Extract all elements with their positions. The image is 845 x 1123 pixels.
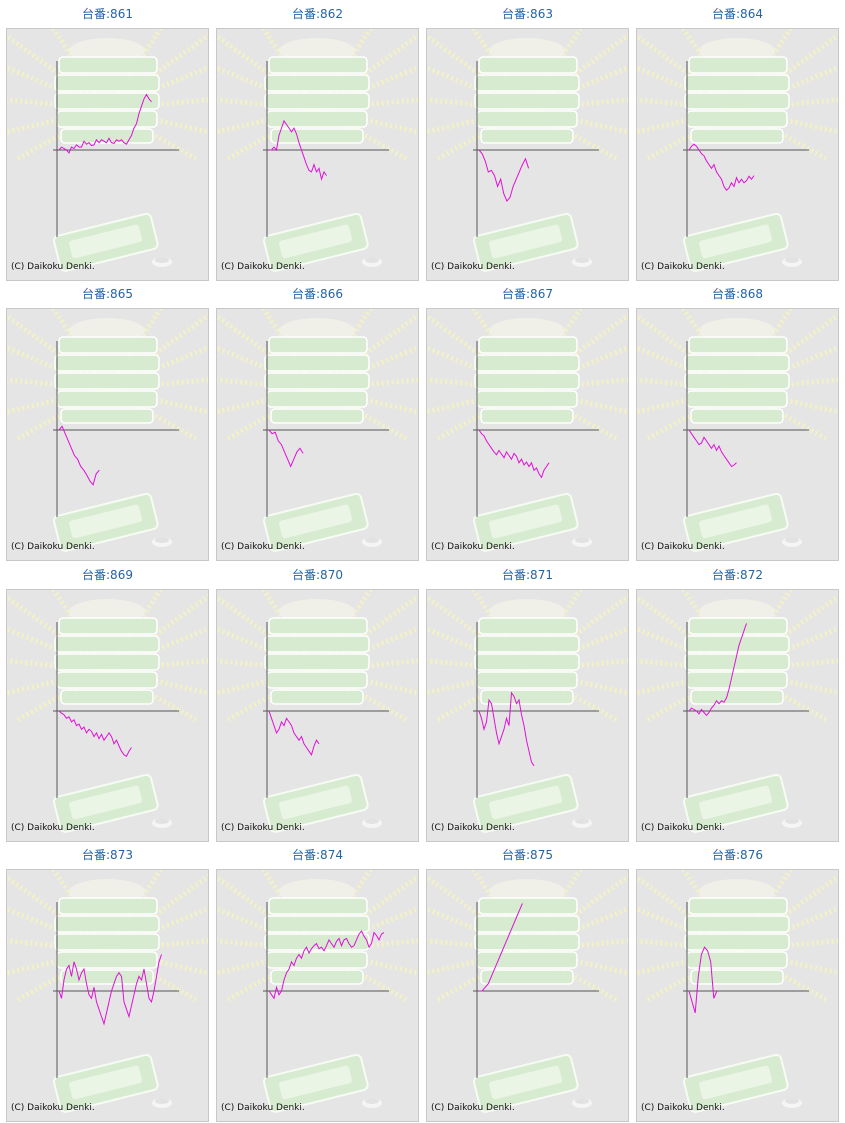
chart-panel: 台番:865 (C) Daikoku Denki. xyxy=(6,284,209,561)
series-line xyxy=(268,429,304,468)
chart-title[interactable]: 台番:868 xyxy=(712,287,763,301)
chart-title[interactable]: 台番:871 xyxy=(502,568,553,582)
series-line xyxy=(688,946,718,1014)
chart-title[interactable]: 台番:873 xyxy=(82,848,133,862)
series-line xyxy=(688,429,737,468)
series-line xyxy=(268,930,385,1000)
copyright-text: (C) Daikoku Denki. xyxy=(221,262,305,272)
copyright-text: (C) Daikoku Denki. xyxy=(11,1103,95,1113)
chart-frame: (C) Daikoku Denki. xyxy=(216,308,419,561)
chart-panel: 台番:862 (C) Daikoku Denki. xyxy=(216,4,419,281)
series-line xyxy=(269,119,327,182)
chart-svg xyxy=(7,590,208,841)
chart-svg xyxy=(7,309,208,560)
chart-panel: 台番:875 (C) Daikoku Denki. xyxy=(426,845,629,1122)
chart-frame: (C) Daikoku Denki. xyxy=(426,869,629,1122)
chart-title[interactable]: 台番:869 xyxy=(82,568,133,582)
chart-title[interactable]: 台番:875 xyxy=(502,848,553,862)
chart-panel: 台番:871 (C) Daikoku Denki. xyxy=(426,565,629,842)
chart-frame: (C) Daikoku Denki. xyxy=(216,589,419,842)
series-line xyxy=(479,903,523,992)
copyright-text: (C) Daikoku Denki. xyxy=(431,1103,515,1113)
copyright-text: (C) Daikoku Denki. xyxy=(221,1103,305,1113)
chart-panel: 台番:867 (C) Daikoku Denki. xyxy=(426,284,629,561)
chart-panel: 台番:873 (C) Daikoku Denki. xyxy=(6,845,209,1122)
chart-svg xyxy=(7,870,208,1121)
copyright-text: (C) Daikoku Denki. xyxy=(641,1103,725,1113)
series-line xyxy=(478,429,550,479)
chart-title[interactable]: 台番:867 xyxy=(502,287,553,301)
chart-frame: (C) Daikoku Denki. xyxy=(636,28,839,281)
copyright-text: (C) Daikoku Denki. xyxy=(221,542,305,552)
copyright-text: (C) Daikoku Denki. xyxy=(11,542,95,552)
copyright-text: (C) Daikoku Denki. xyxy=(11,823,95,833)
copyright-text: (C) Daikoku Denki. xyxy=(221,823,305,833)
chart-frame: (C) Daikoku Denki. xyxy=(636,869,839,1122)
series-line xyxy=(688,623,747,717)
copyright-text: (C) Daikoku Denki. xyxy=(11,262,95,272)
series-line xyxy=(688,143,755,191)
chart-frame: (C) Daikoku Denki. xyxy=(6,28,209,281)
series-line xyxy=(58,710,132,758)
series-line xyxy=(58,954,162,1026)
chart-svg xyxy=(7,29,208,280)
chart-title[interactable]: 台番:874 xyxy=(292,848,343,862)
chart-frame: (C) Daikoku Denki. xyxy=(636,308,839,561)
chart-frame: (C) Daikoku Denki. xyxy=(216,28,419,281)
chart-frame: (C) Daikoku Denki. xyxy=(426,308,629,561)
chart-title[interactable]: 台番:876 xyxy=(712,848,763,862)
series-line xyxy=(478,149,530,203)
chart-svg xyxy=(217,309,418,560)
chart-frame: (C) Daikoku Denki. xyxy=(6,308,209,561)
chart-frame: (C) Daikoku Denki. xyxy=(636,589,839,842)
series-line xyxy=(58,425,100,486)
chart-panel: 台番:868 (C) Daikoku Denki. xyxy=(636,284,839,561)
chart-panel: 台番:869 (C) Daikoku Denki. xyxy=(6,565,209,842)
chart-svg xyxy=(217,29,418,280)
chart-title[interactable]: 台番:863 xyxy=(502,7,553,21)
chart-frame: (C) Daikoku Denki. xyxy=(426,589,629,842)
chart-frame: (C) Daikoku Denki. xyxy=(216,869,419,1122)
chart-svg xyxy=(637,590,838,841)
chart-title[interactable]: 台番:866 xyxy=(292,287,343,301)
copyright-text: (C) Daikoku Denki. xyxy=(641,542,725,552)
chart-title[interactable]: 台番:861 xyxy=(82,7,133,21)
chart-panel: 台番:863 (C) Daikoku Denki. xyxy=(426,4,629,281)
chart-title[interactable]: 台番:862 xyxy=(292,7,343,21)
series-line xyxy=(478,691,535,767)
chart-svg xyxy=(637,309,838,560)
copyright-text: (C) Daikoku Denki. xyxy=(431,823,515,833)
chart-frame: (C) Daikoku Denki. xyxy=(6,869,209,1122)
chart-panel: 台番:864 (C) Daikoku Denki. xyxy=(636,4,839,281)
chart-svg xyxy=(427,29,628,280)
chart-title[interactable]: 台番:870 xyxy=(292,568,343,582)
chart-panel: 台番:866 (C) Daikoku Denki. xyxy=(216,284,419,561)
copyright-text: (C) Daikoku Denki. xyxy=(641,823,725,833)
chart-frame: (C) Daikoku Denki. xyxy=(6,589,209,842)
chart-panel: 台番:870 (C) Daikoku Denki. xyxy=(216,565,419,842)
chart-title[interactable]: 台番:872 xyxy=(712,568,763,582)
copyright-text: (C) Daikoku Denki. xyxy=(641,262,725,272)
chart-svg xyxy=(637,870,838,1121)
chart-svg xyxy=(427,590,628,841)
chart-panel: 台番:861 (C) Daikoku Denki. xyxy=(6,4,209,281)
chart-title[interactable]: 台番:865 xyxy=(82,287,133,301)
series-line xyxy=(268,710,320,756)
copyright-text: (C) Daikoku Denki. xyxy=(431,542,515,552)
chart-panel: 台番:874 (C) Daikoku Denki. xyxy=(216,845,419,1122)
chart-svg xyxy=(637,29,838,280)
chart-svg xyxy=(217,870,418,1121)
copyright-text: (C) Daikoku Denki. xyxy=(431,262,515,272)
chart-panel: 台番:872 (C) Daikoku Denki. xyxy=(636,565,839,842)
chart-panel: 台番:876 (C) Daikoku Denki. xyxy=(636,845,839,1122)
chart-frame: (C) Daikoku Denki. xyxy=(426,28,629,281)
series-line xyxy=(58,93,152,154)
chart-svg xyxy=(427,309,628,560)
chart-title[interactable]: 台番:864 xyxy=(712,7,763,21)
chart-svg xyxy=(427,870,628,1121)
chart-svg xyxy=(217,590,418,841)
